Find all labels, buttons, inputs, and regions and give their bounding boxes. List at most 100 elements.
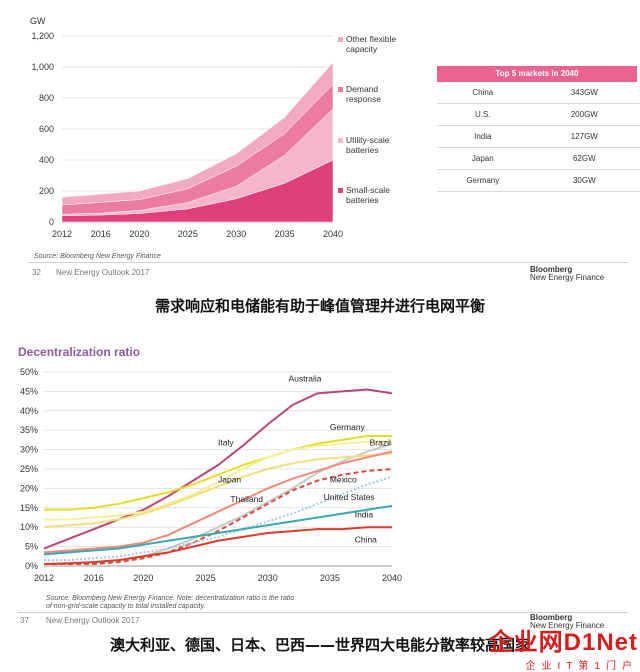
chart-2-y-tick-label: 40%	[20, 406, 38, 416]
chart-1-y-axis-label: GW	[30, 16, 46, 26]
chart-1-legend-swatch	[338, 37, 343, 42]
panel-1-caption: 需求响应和电储能有助于峰值管理并进行电网平衡	[154, 297, 485, 315]
chart-2-line-japan	[43, 452, 393, 529]
panel-2-divider	[18, 612, 628, 613]
chart-1-legend-label: Utility-scale batteries	[346, 135, 390, 155]
chart-2-x-ticks: 2012 2016 2020 2025 2030 2035 2040	[34, 573, 402, 583]
top5-country: China	[437, 82, 529, 104]
chart-2-y-tick-label: 15%	[20, 503, 38, 513]
chart-1-legend-label: Small-scale batteries	[346, 185, 390, 205]
watermark-logo: 企业网D1Net	[488, 629, 638, 656]
chart-2-x-tick-label: 2035	[320, 573, 340, 583]
chart-2-y-tick-label: 10%	[20, 522, 38, 532]
chart-1-source: Source: Bloomberg New Energy Finance	[34, 253, 161, 260]
top5-country: Japan	[437, 147, 529, 170]
chart-1-x-ticks: 2012 2016 2020 2025 2030 2035 2040	[52, 229, 343, 239]
chart-1-legend-label: Other flexible capacity	[346, 34, 396, 54]
chart-1-y-tick-label: 0	[49, 217, 54, 227]
top5-row: China 343GW	[437, 82, 640, 104]
chart-1-y-tick-label: 200	[39, 186, 54, 196]
chart-2-decentralization: Decentralization ratio 0% 5% 10% 15% 20% 25% 3…	[18, 345, 402, 583]
panel-1-publication: New Energy Outlook 2017	[56, 268, 150, 277]
watermark: 企业网D1Net 企业IT第1门户	[478, 622, 638, 672]
chart-2-line-brazil	[44, 442, 393, 566]
chart-1-x-tick-label: 2020	[129, 229, 149, 239]
chart-2-series-label: United States	[324, 492, 375, 502]
chart-1-x-tick-label: 2040	[323, 229, 343, 239]
top5-table: China 343GW U.S. 200GW India 127GW Japan 62GW Ge…	[437, 82, 640, 192]
top5-country: India	[437, 125, 529, 148]
chart-2-gridlines	[44, 371, 392, 567]
top5-title: Top 5 markets in 2040	[437, 66, 637, 82]
chart-1-x-tick-label: 2030	[226, 229, 246, 239]
panel-2-page-number: 37	[20, 616, 29, 625]
top5-value: 30GW	[528, 169, 640, 192]
top5-table-panel: Top 5 markets in 2040 China 343GW U.S. 200G…	[437, 66, 640, 192]
chart-1-flexible-capacity: 0 200 400 600 800 1,000 1,200 2012 2016 2020 2025…	[30, 16, 396, 239]
chart-1-areas	[61, 61, 334, 223]
chart-2-line-germany	[44, 435, 392, 511]
top5-value: 200GW	[528, 103, 640, 126]
panel-1-divider	[28, 262, 628, 263]
chart-1-y-tick-label: 800	[39, 93, 54, 103]
watermark-tagline: 企业IT第1门户	[525, 661, 638, 672]
chart-2-line-italy	[44, 440, 392, 521]
chart-2-lines	[43, 388, 393, 566]
chart-2-x-tick-label: 2025	[196, 573, 216, 583]
chart-2-source: Source: Bloomberg New Energy Finance. No…	[46, 595, 294, 611]
chart-1-x-tick-label: 2016	[91, 229, 111, 239]
top5-row: India 127GW	[437, 125, 640, 148]
chart-2-line-united-states	[44, 475, 393, 562]
chart-1-y-ticks: 0 200 400 600 800 1,000 1,200	[31, 31, 54, 227]
chart-2-series-label: Germany	[330, 422, 366, 432]
top5-country: U.S.	[437, 103, 529, 126]
chart-2-y-tick-label: 45%	[20, 386, 38, 396]
chart-2-series-labels: Australia Germany Italy Brazil Japan Thailand…	[218, 374, 391, 545]
chart-2-line-mexico	[44, 468, 393, 566]
chart-1-x-tick-label: 2025	[178, 229, 198, 239]
chart-2-series-label: India	[355, 510, 374, 520]
chart-2-series-label: Brazil	[370, 438, 391, 448]
chart-2-y-tick-label: 5%	[25, 542, 38, 552]
chart-2-series-label: Thailand	[230, 494, 263, 504]
chart-2-series-label: China	[355, 535, 377, 545]
chart-2-y-tick-label: 0%	[25, 561, 38, 571]
chart-1-y-tick-label: 600	[39, 124, 54, 134]
chart-1-legend-swatch	[338, 188, 343, 193]
panel-2-brand: Bloomberg New Energy Finance	[530, 614, 604, 630]
chart-2-series-label: Italy	[218, 438, 234, 448]
chart-2-y-tick-label: 25%	[20, 464, 38, 474]
top5-row: U.S. 200GW	[437, 103, 640, 126]
chart-2-x-tick-label: 2020	[133, 573, 153, 583]
chart-2-line-china	[43, 526, 392, 566]
chart-2-y-tick-label: 35%	[20, 425, 38, 435]
chart-1-y-tick-label: 400	[39, 155, 54, 165]
panel-2-brand-line2: New Energy Finance	[530, 621, 605, 630]
panel-1-brand-line1: Bloomberg	[530, 265, 573, 274]
chart-2-source-line1: Source: Bloomberg New Energy Finance. No…	[46, 595, 295, 602]
chart-1-legend-label: Demand response	[346, 84, 381, 104]
chart-2-series-label: Mexico	[330, 475, 357, 485]
chart-1-x-tick-label: 2012	[52, 229, 72, 239]
chart-2-source-line2: of non-grid-scale capacity to total inst…	[46, 603, 206, 610]
chart-2-title: Decentralization ratio	[18, 345, 140, 359]
chart-1-legend-swatch	[338, 138, 343, 143]
chart-2-x-tick-label: 2012	[34, 573, 54, 583]
panel-2-brand-line1: Bloomberg	[530, 613, 573, 622]
panel-2-publication: New Energy Outlook 2017	[46, 616, 140, 625]
chart-1-x-tick-label: 2035	[275, 229, 295, 239]
chart-2-y-tick-label: 20%	[20, 483, 38, 493]
top5-country: Germany	[437, 169, 529, 192]
chart-2-series-label: Australia	[288, 374, 321, 384]
top5-row: Japan 62GW	[437, 147, 640, 170]
chart-1-y-tick-label: 1,000	[31, 62, 54, 72]
chart-2-line-india	[43, 504, 393, 556]
top5-value: 127GW	[528, 125, 640, 148]
chart-2-x-tick-label: 2016	[84, 573, 104, 583]
chart-2-y-ticks: 0% 5% 10% 15% 20% 25% 30% 35% 40% 45% 50%	[20, 367, 38, 571]
chart-1-gridlines	[62, 35, 333, 223]
chart-2-line-thailand	[43, 450, 393, 554]
top5-row: Germany 30GW	[437, 169, 640, 192]
chart-2-y-tick-label: 50%	[20, 367, 38, 377]
chart-2-series-label: Japan	[218, 475, 241, 485]
